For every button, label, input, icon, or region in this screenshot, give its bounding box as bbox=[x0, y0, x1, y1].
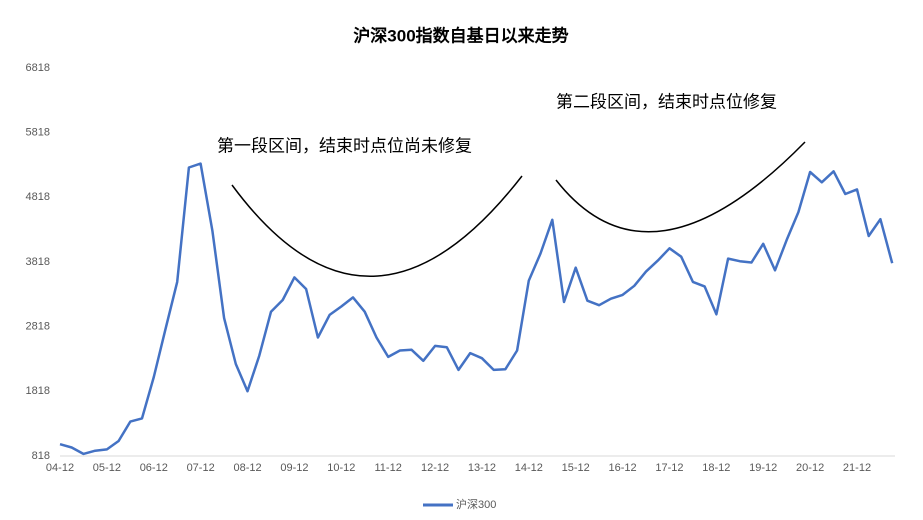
x-tick-label: 06-12 bbox=[140, 462, 168, 474]
x-tick-label: 13-12 bbox=[468, 462, 496, 474]
x-tick-label: 20-12 bbox=[796, 462, 824, 474]
x-tick-label: 11-12 bbox=[375, 462, 402, 474]
x-tick-label: 16-12 bbox=[609, 462, 637, 474]
x-tick-label: 12-12 bbox=[421, 462, 449, 474]
y-tick-label: 3818 bbox=[26, 256, 50, 268]
x-tick-label: 10-12 bbox=[327, 462, 355, 474]
y-tick-label: 5818 bbox=[26, 127, 50, 139]
x-tick-label: 14-12 bbox=[515, 462, 543, 474]
y-tick-label: 818 bbox=[32, 450, 50, 462]
x-tick-label: 21-12 bbox=[843, 462, 871, 474]
x-tick-label: 09-12 bbox=[280, 462, 308, 474]
y-tick-label: 4818 bbox=[26, 191, 50, 203]
x-tick-label: 19-12 bbox=[749, 462, 777, 474]
x-tick-label: 15-12 bbox=[562, 462, 590, 474]
x-tick-label: 17-12 bbox=[655, 462, 683, 474]
annotation-curve bbox=[555, 141, 806, 233]
annotation: 第二段区间，结束时点位修复 bbox=[556, 92, 777, 111]
y-tick-label: 6818 bbox=[26, 62, 50, 74]
x-tick-label: 07-12 bbox=[187, 462, 215, 474]
x-tick-label: 08-12 bbox=[233, 462, 261, 474]
annotation: 第一段区间，结束时点位尚未修复 bbox=[217, 136, 472, 155]
legend-label: 沪深300 bbox=[456, 497, 496, 511]
annotation-curve bbox=[231, 175, 523, 277]
y-tick-label: 1818 bbox=[26, 385, 50, 397]
chart-title: 沪深300指数自基日以来走势 bbox=[353, 25, 568, 45]
x-tick-label: 04-12 bbox=[46, 462, 74, 474]
x-tick-label: 18-12 bbox=[702, 462, 730, 474]
x-tick-label: 05-12 bbox=[93, 462, 121, 474]
series-line bbox=[59, 162, 894, 456]
y-tick-label: 2818 bbox=[26, 321, 50, 333]
